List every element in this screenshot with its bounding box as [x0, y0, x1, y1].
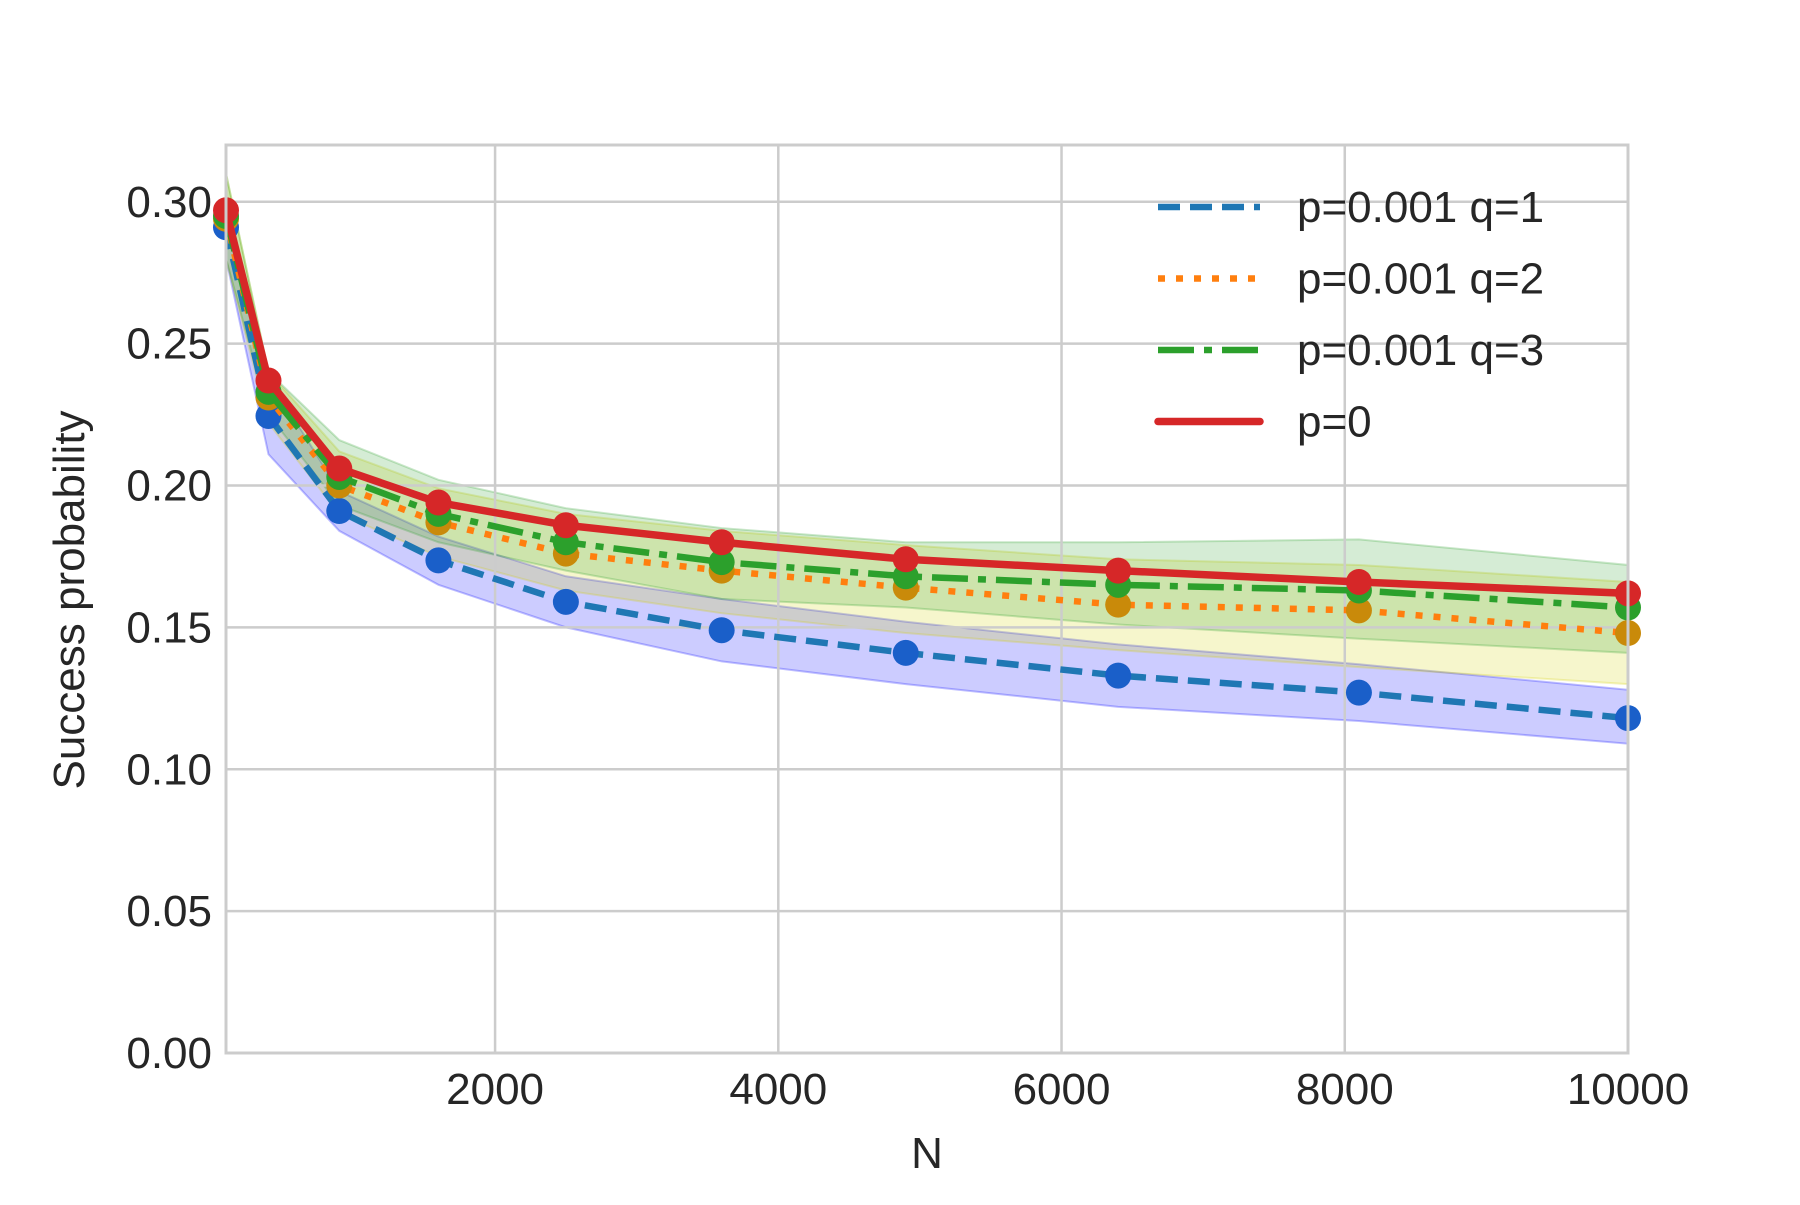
legend-label-series-4: p=0 — [1297, 398, 1372, 447]
marker-series-4 — [425, 489, 452, 516]
marker-series-1 — [892, 639, 919, 666]
legend-label-series-3: p=0.001 q=3 — [1297, 326, 1544, 375]
line-series-4 — [222, 209, 1629, 598]
marker-series-4 — [708, 529, 735, 556]
legend-label-series-1: p=0.001 q=1 — [1297, 183, 1544, 232]
y-tick-label: 0.15 — [126, 603, 212, 652]
marker-series-2 — [1345, 597, 1372, 624]
marker-series-4 — [326, 455, 353, 482]
marker-series-4 — [1105, 557, 1132, 584]
x-tick-label: 10000 — [1567, 1065, 1689, 1114]
y-tick-label: 0.20 — [126, 462, 212, 511]
legend: p=0.001 q=1 p=0.001 q=2 p=0.001 q=3 p=0 — [1154, 183, 1544, 447]
y-axis-label: Success probability — [45, 410, 94, 789]
series-lines — [213, 197, 1641, 732]
plot-area-border — [224, 143, 1630, 1055]
y-tick-label: 0.05 — [126, 887, 212, 936]
marker-series-2 — [1105, 591, 1132, 618]
y-tick-label: 0.30 — [126, 178, 212, 227]
x-tick-label: 6000 — [1013, 1065, 1111, 1114]
x-tick-label: 4000 — [729, 1065, 827, 1114]
marker-series-4 — [552, 512, 579, 539]
axes-frame — [224, 143, 1630, 1055]
marker-series-4 — [255, 367, 282, 394]
x-tick-label: 2000 — [446, 1065, 544, 1114]
grid — [226, 145, 1630, 1055]
x-tick-label: 8000 — [1296, 1065, 1394, 1114]
line-series-3 — [222, 215, 1629, 611]
marker-series-1 — [255, 402, 282, 429]
y-tick-label: 0.25 — [126, 320, 212, 369]
marker-series-1 — [1345, 679, 1372, 706]
marker-series-4 — [1345, 568, 1372, 595]
x-axis-label: N — [911, 1129, 943, 1178]
line-series-1 — [222, 226, 1629, 722]
y-tick-label: 0.10 — [126, 745, 212, 794]
legend-label-series-2: p=0.001 q=2 — [1297, 255, 1544, 304]
marker-series-1 — [326, 498, 353, 525]
marker-series-1 — [708, 617, 735, 644]
marker-series-1 — [425, 547, 452, 574]
marker-series-4 — [892, 546, 919, 573]
marker-series-1 — [1105, 662, 1132, 689]
marker-series-1 — [552, 588, 579, 615]
tick-labels: 2000 4000 6000 8000 10000 0.00 0.05 0.10 0.15 0.2… — [126, 178, 1689, 1114]
line-series-2 — [222, 218, 1629, 637]
marker-series-3 — [708, 549, 735, 576]
y-tick-label: 0.00 — [126, 1029, 212, 1078]
